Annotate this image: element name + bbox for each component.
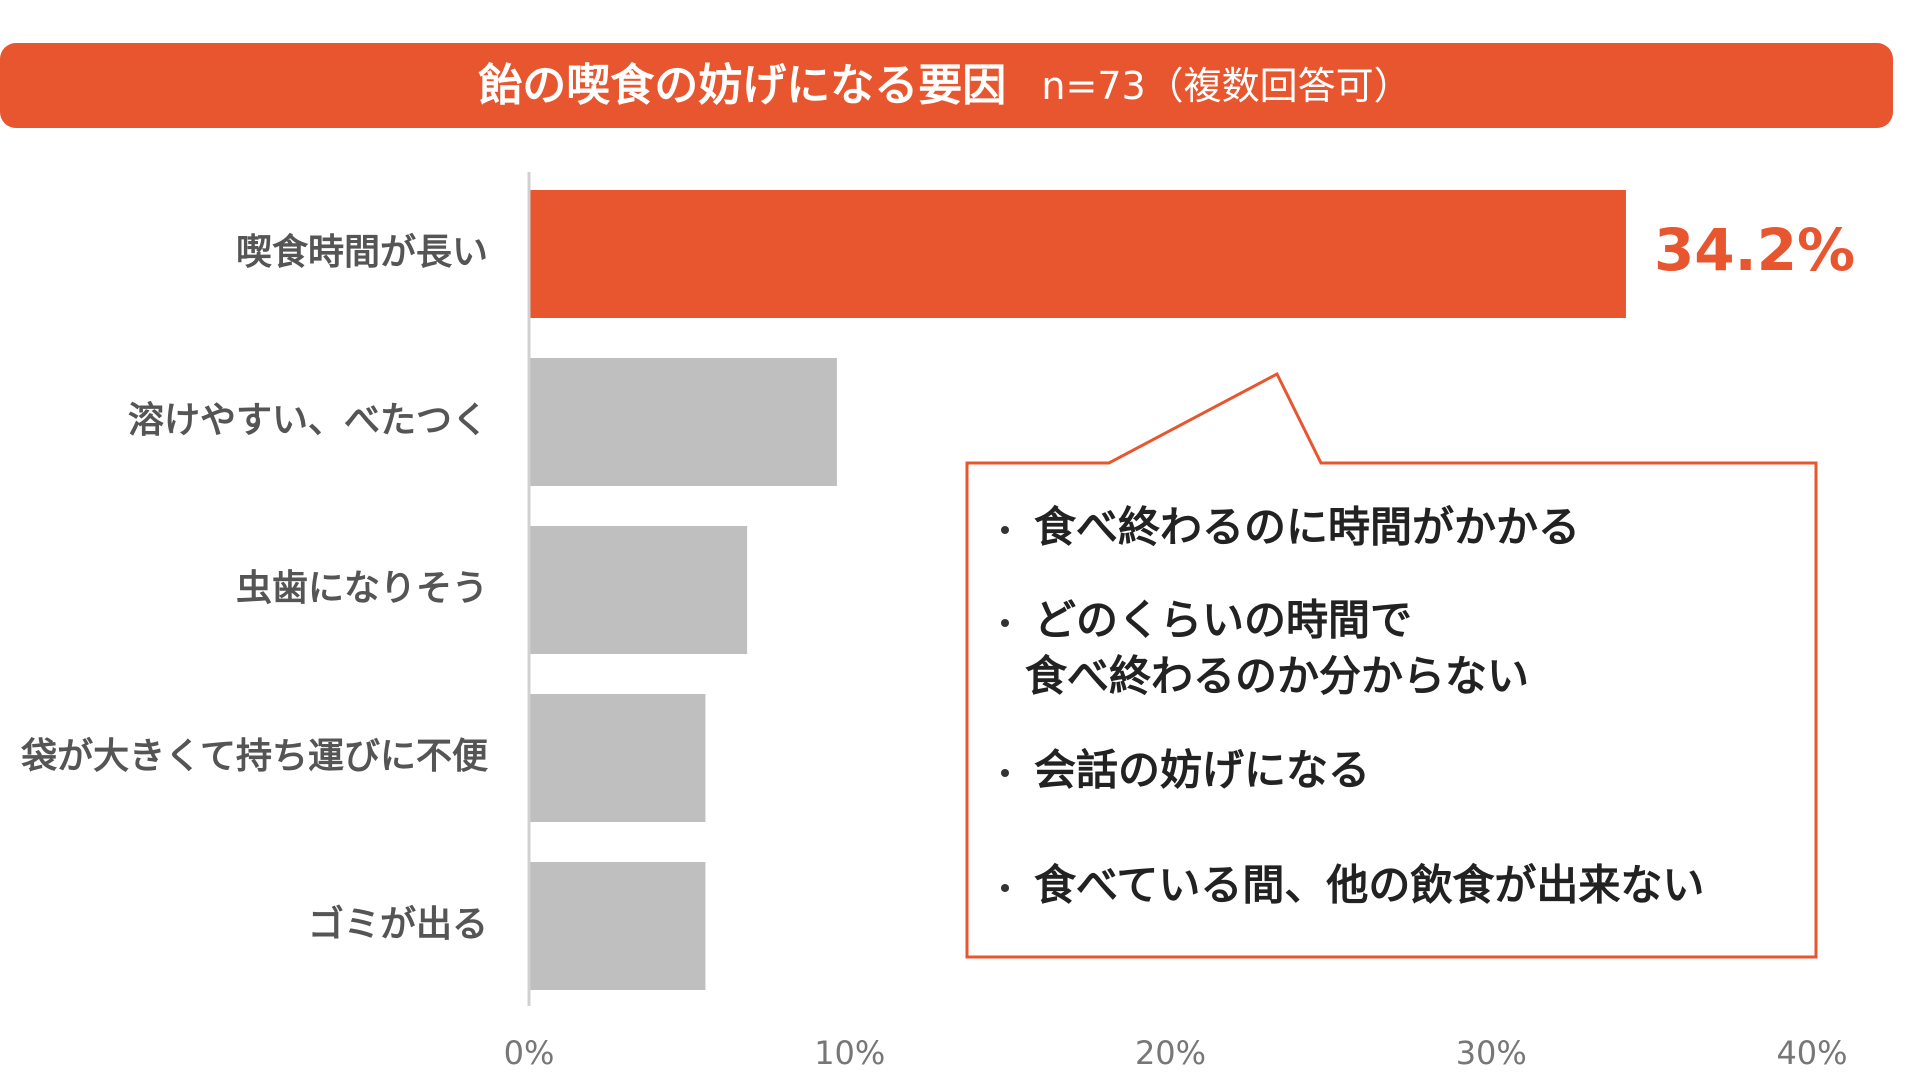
bullet-dot <box>1001 526 1009 534</box>
category-label: 溶けやすい、べたつく <box>128 400 488 441</box>
callout-text: どのくらいの時間で <box>1034 596 1412 645</box>
category-label: 虫歯になりそう <box>236 568 488 609</box>
bar <box>529 358 837 486</box>
callout-text: 食べ終わるのに時間がかかる <box>1034 503 1580 552</box>
callout-text: 会話の妨げになる <box>1034 746 1370 795</box>
category-label: 喫食時間が長い <box>236 232 488 273</box>
category-label: 袋が大きくて持ち運びに不便 <box>20 736 489 777</box>
callout-text: 食べている間、他の飲食が出来ない <box>1034 861 1704 910</box>
category-label: ゴミが出る <box>308 903 488 945</box>
chart-subtitle: n=73（複数回答可） <box>1041 64 1411 108</box>
title-text: 飴の喫食の妨げになる要因 n=73（複数回答可） <box>478 60 1411 111</box>
x-tick-label: 20% <box>1135 1034 1206 1072</box>
bar <box>529 526 748 654</box>
bullet-dot <box>1001 619 1009 627</box>
x-tick-label: 10% <box>814 1034 885 1072</box>
x-tick-label: 30% <box>1456 1034 1527 1072</box>
x-tick-label: 40% <box>1776 1034 1847 1072</box>
callout-text: 食べ終わるのか分からない <box>1025 652 1529 701</box>
bullet-dot <box>1001 884 1009 892</box>
bullet-dot <box>1001 769 1009 777</box>
value-label: 34.2% <box>1654 216 1855 284</box>
bar <box>529 862 706 990</box>
x-tick-label: 0% <box>504 1034 555 1072</box>
title-banner <box>0 43 1893 128</box>
callout-box <box>965 371 1818 959</box>
chart-title: 飴の喫食の妨げになる要因 <box>478 60 1006 111</box>
bar <box>529 694 706 822</box>
bar <box>529 190 1626 318</box>
